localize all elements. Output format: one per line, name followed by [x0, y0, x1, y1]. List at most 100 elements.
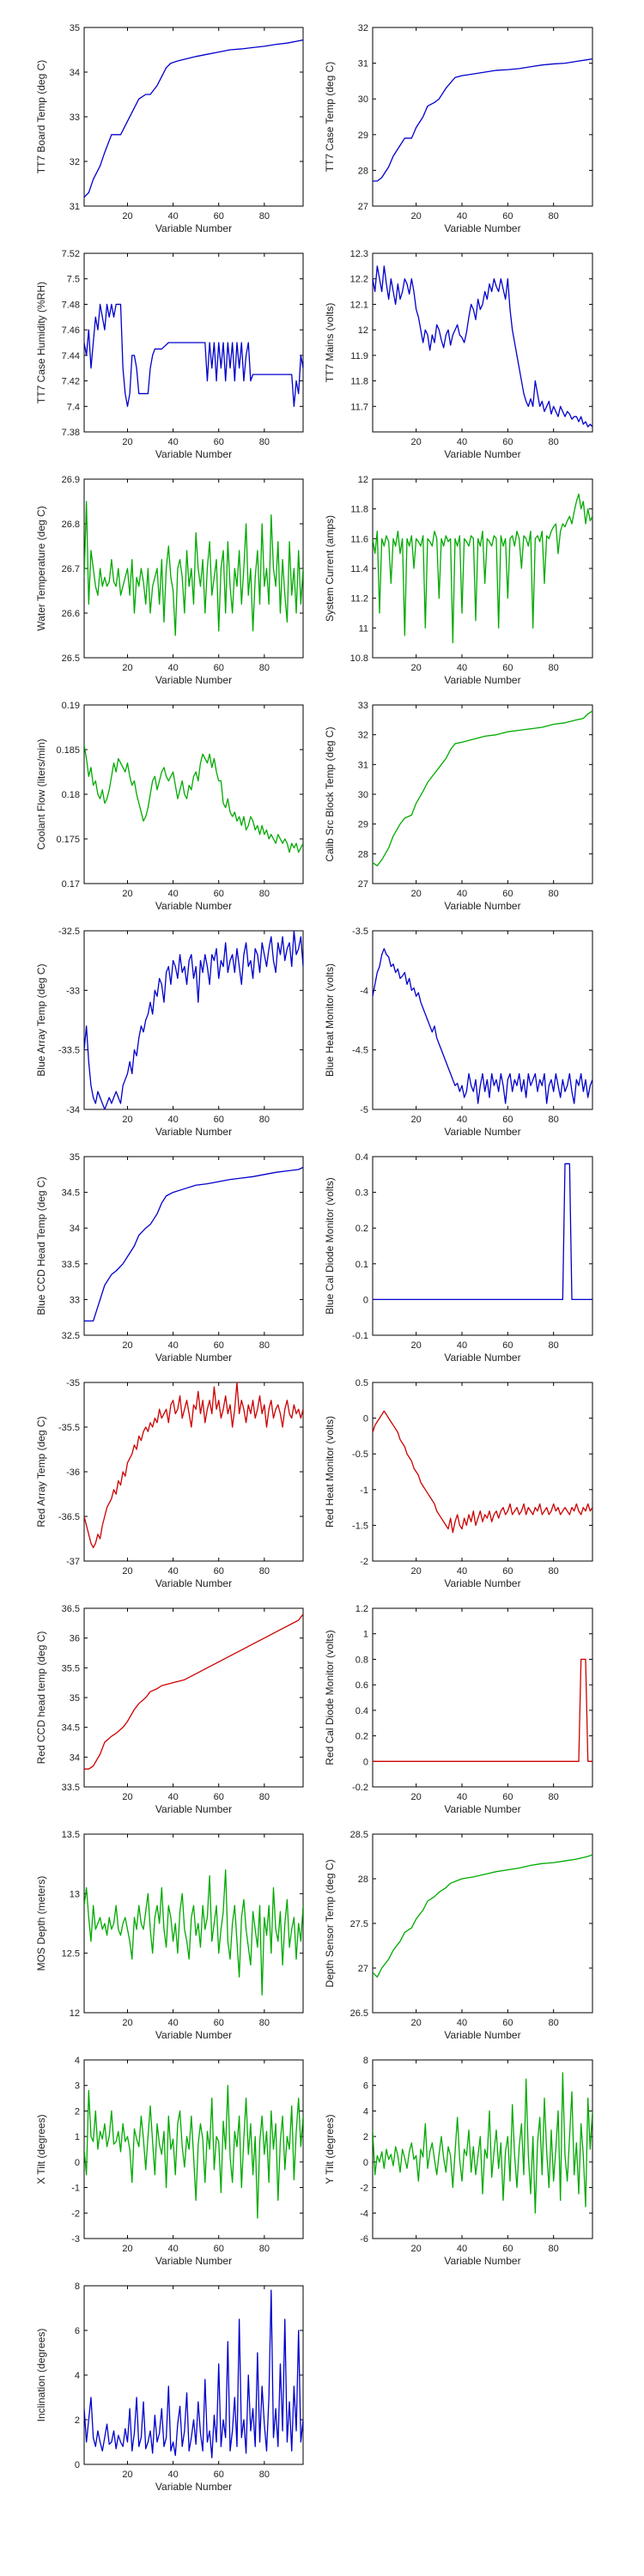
x-axis-label: Variable Number — [444, 2255, 520, 2267]
y-tick-label: 8 — [75, 2281, 80, 2292]
x-axis-label: Variable Number — [155, 1803, 232, 1815]
x-tick-label: 20 — [122, 437, 132, 447]
y-tick-label: -5 — [360, 1105, 368, 1115]
y-tick-label: 35.5 — [62, 1663, 80, 1674]
y-tick-label: 27 — [358, 879, 368, 890]
x-axis-label: Variable Number — [444, 448, 520, 460]
y-tick-label: -0.1 — [352, 1331, 368, 1341]
plot-frame — [372, 252, 593, 433]
y-tick-label: 12.2 — [350, 275, 368, 285]
y-tick-label: 0.19 — [62, 701, 80, 711]
x-tick-label: 40 — [167, 437, 178, 447]
y-tick-label: 8 — [363, 2056, 368, 2066]
x-tick-label: 20 — [122, 2018, 132, 2028]
y-axis-label: Red Cal Diode Monitor (volts) — [324, 1630, 336, 1765]
y-tick-label: -1.5 — [352, 1521, 368, 1531]
plot-frame — [83, 1833, 304, 2014]
x-tick-label: 60 — [502, 1115, 513, 1125]
x-axis-label: Variable Number — [155, 1126, 232, 1138]
x-axis-label: Variable Number — [444, 222, 520, 234]
y-tick-label: 29 — [358, 820, 368, 830]
y-axis-label: Blue CCD Head Temp (deg C) — [35, 1176, 47, 1315]
x-tick-label: 40 — [167, 1566, 178, 1577]
y-tick-label: 30 — [358, 790, 368, 800]
plot-frame — [83, 930, 304, 1110]
x-axis-label: Variable Number — [444, 1577, 520, 1589]
y-tick-label: 11.8 — [350, 377, 368, 387]
x-tick-label: 20 — [411, 1566, 422, 1577]
y-tick-label: 28 — [358, 849, 368, 860]
x-tick-label: 20 — [122, 1115, 132, 1125]
chart-panel-20: 20 40 60 80 -6 -4 -2 0 2 4 6 8 Variable Number Y Tilt… — [324, 2056, 593, 2267]
plot-frame — [83, 1382, 304, 1562]
y-tick-label: 12 — [358, 475, 368, 485]
y-tick-label: 0 — [363, 1414, 368, 1425]
series-line — [373, 948, 592, 1104]
y-tick-label: 0.6 — [355, 1680, 368, 1691]
y-tick-label: 0.185 — [56, 745, 80, 756]
x-tick-label: 60 — [214, 2244, 224, 2254]
x-tick-label: 80 — [259, 1340, 270, 1351]
x-axis-label: Variable Number — [155, 1352, 232, 1364]
y-axis-label: Inclination (degrees) — [35, 2329, 47, 2422]
y-axis-label: Red Array Temp (deg C) — [35, 1416, 47, 1527]
y-tick-label: 26.6 — [62, 609, 80, 619]
x-tick-label: 20 — [122, 1340, 132, 1351]
y-tick-label: -35.5 — [58, 1423, 80, 1433]
x-tick-label: 80 — [549, 437, 559, 447]
chart-panel-15: 20 40 60 80 33.5 34 34.5 35 35.5 36 36.5 Variable N… — [35, 1604, 304, 1815]
y-tick-label: -2 — [71, 2208, 80, 2219]
x-tick-label: 60 — [502, 1340, 513, 1351]
series-line — [84, 2289, 303, 2458]
x-axis-label: Variable Number — [444, 1352, 520, 1364]
y-tick-label: 11.4 — [350, 564, 368, 574]
series-line — [84, 501, 303, 636]
x-tick-label: 60 — [214, 1792, 224, 1802]
series-line — [84, 744, 303, 854]
y-tick-label: 13 — [70, 1889, 80, 1899]
chart-panel-8: 20 40 60 80 27 28 29 30 31 32 33 Variable Number Cal… — [324, 701, 593, 912]
x-tick-label: 60 — [502, 2018, 513, 2028]
y-tick-label: 0.1 — [355, 1260, 368, 1270]
x-tick-label: 80 — [549, 663, 559, 673]
y-axis-label: MOS Depth (meters) — [35, 1876, 47, 1971]
y-tick-label: -3 — [71, 2234, 80, 2245]
x-tick-label: 40 — [457, 2244, 467, 2254]
y-tick-label: 33 — [358, 701, 368, 711]
chart-panel-16: 20 40 60 80 -0.2 0 0.2 0.4 0.6 0.8 1 1.2 Variable Nu… — [324, 1604, 593, 1815]
y-tick-label: 10.8 — [350, 653, 368, 664]
y-tick-label: 7.52 — [62, 249, 80, 259]
y-tick-label: 0.18 — [62, 790, 80, 800]
x-axis-label: Variable Number — [444, 2029, 520, 2041]
series-line — [84, 303, 303, 407]
y-tick-label: 3 — [75, 2081, 80, 2092]
x-tick-label: 20 — [122, 889, 132, 899]
x-tick-label: 60 — [214, 1115, 224, 1125]
y-tick-label: -4 — [360, 986, 368, 996]
plot-frame — [372, 930, 593, 1110]
y-tick-label: 11.2 — [350, 594, 368, 605]
series-line — [84, 1613, 303, 1770]
y-tick-label: -33.5 — [58, 1046, 80, 1056]
x-tick-label: 60 — [502, 663, 513, 673]
y-tick-label: 11.6 — [350, 534, 368, 544]
y-tick-label: 0.2 — [355, 1224, 368, 1234]
x-tick-label: 60 — [214, 889, 224, 899]
series-line — [373, 710, 592, 866]
y-axis-label: Depth Sensor Temp (deg C) — [324, 1859, 336, 1987]
y-tick-label: 32 — [358, 731, 368, 741]
x-tick-label: 80 — [549, 1566, 559, 1577]
y-tick-label: 2 — [75, 2106, 80, 2117]
chart-panel-21: 20 40 60 80 0 2 4 6 8 Variable Number Inclination … — [35, 2281, 304, 2493]
y-tick-label: 31 — [358, 59, 368, 70]
y-axis-label: TT7 Case Humidity (%RH) — [35, 282, 47, 404]
x-tick-label: 60 — [214, 437, 224, 447]
y-tick-label: 7.5 — [67, 275, 80, 285]
x-tick-label: 20 — [411, 211, 422, 222]
x-tick-label: 80 — [259, 2470, 270, 2480]
y-tick-label: 26.7 — [62, 564, 80, 574]
plot-frame — [83, 704, 304, 884]
x-tick-label: 20 — [122, 663, 132, 673]
x-tick-label: 40 — [457, 663, 467, 673]
